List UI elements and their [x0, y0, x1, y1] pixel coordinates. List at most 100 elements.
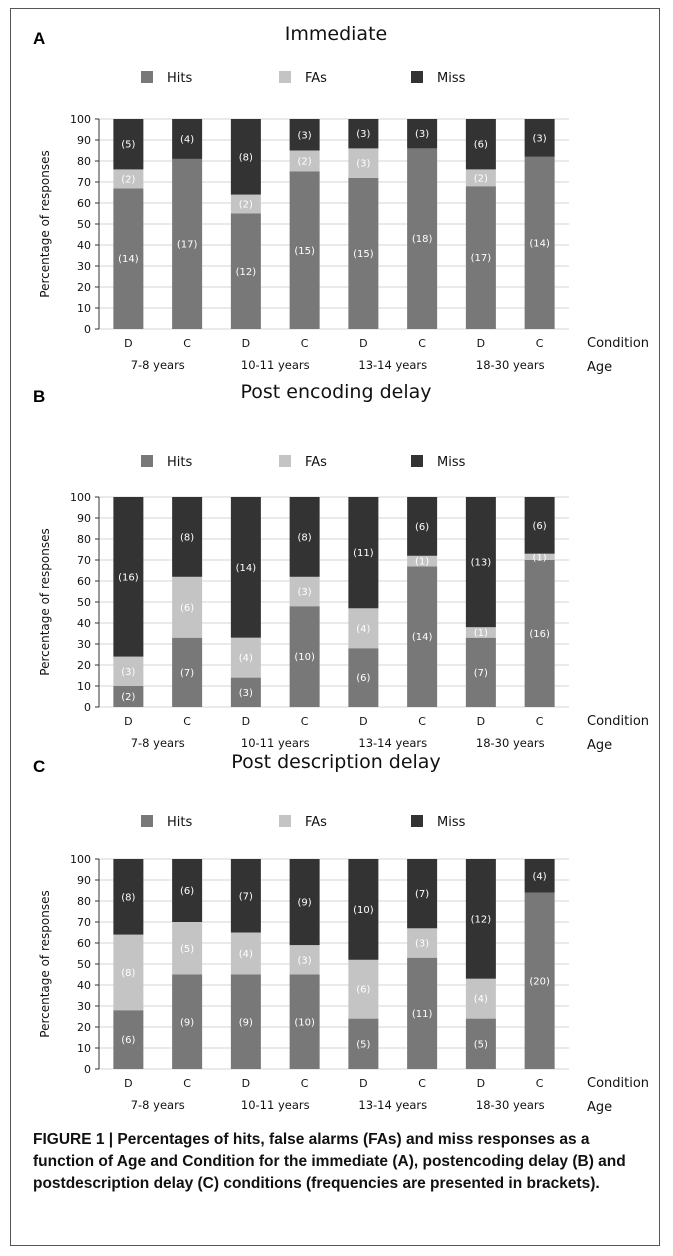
age-group-label: 13-14 years	[358, 736, 427, 750]
y-tick-label: 70	[77, 176, 91, 189]
data-label: (6)	[415, 522, 429, 533]
data-label: (3)	[415, 939, 429, 950]
x-tick-label: C	[183, 1077, 191, 1090]
data-label: (14)	[236, 563, 257, 574]
data-label: (8)	[239, 152, 253, 163]
x-tick-label: C	[418, 715, 426, 728]
x-tick-label: C	[301, 1077, 309, 1090]
data-label: (4)	[474, 994, 488, 1005]
y-tick-label: 90	[77, 874, 91, 887]
figure-frame: A Immediate Hits FAs Miss 0 10 20 30 40 50 60 70 80…	[10, 8, 660, 1246]
x-tick-label: C	[183, 337, 191, 350]
bar-fas	[113, 169, 144, 189]
data-label: (3)	[533, 133, 547, 144]
legend-label-miss: Miss	[437, 815, 466, 830]
x-tick-label: C	[418, 1077, 426, 1090]
data-label: (7)	[415, 889, 429, 900]
x-axis-label-age: Age	[587, 1100, 612, 1115]
data-label: (10)	[294, 1017, 315, 1028]
bar-fas	[172, 922, 203, 975]
y-tick-label: 0	[84, 701, 91, 714]
y-tick-label: 70	[77, 916, 91, 929]
data-label: (8)	[298, 532, 312, 543]
data-label: (3)	[239, 688, 253, 699]
bar-miss	[348, 859, 379, 960]
bar-fas	[407, 555, 438, 567]
bar-fas	[465, 169, 496, 187]
x-tick-label: D	[242, 337, 250, 350]
bar-miss	[348, 497, 379, 609]
legend-swatch-fas	[279, 815, 291, 827]
data-label: (6)	[474, 140, 488, 151]
panel-a: A Immediate Hits FAs Miss 0 10 20 30 40 50 60 70 80…	[11, 9, 661, 379]
y-tick-label: 50	[77, 218, 91, 231]
legend-label-hits: Hits	[167, 455, 192, 470]
y-tick-label: 80	[77, 895, 91, 908]
bar-hits	[113, 686, 144, 707]
bar-miss	[113, 119, 144, 170]
data-label: (16)	[118, 572, 139, 583]
bar-miss	[113, 497, 144, 657]
data-label: (11)	[412, 1009, 433, 1020]
bar-miss	[465, 497, 496, 628]
data-label: (8)	[121, 892, 135, 903]
data-label: (4)	[180, 134, 194, 145]
y-axis-label: Percentage of responses	[38, 890, 52, 1037]
x-tick-label: D	[359, 1077, 367, 1090]
bar-miss	[465, 859, 496, 979]
x-tick-label: C	[183, 715, 191, 728]
x-tick-label: C	[536, 337, 544, 350]
data-label: (5)	[180, 944, 194, 955]
bar-hits	[524, 560, 555, 707]
y-tick-label: 50	[77, 958, 91, 971]
bar-miss	[230, 119, 261, 195]
x-axis-label-condition: Condition	[587, 1076, 649, 1091]
data-label: (20)	[529, 976, 550, 987]
data-label: (5)	[121, 140, 135, 151]
bar-hits	[113, 188, 144, 329]
bar-hits	[407, 148, 438, 329]
y-tick-label: 60	[77, 575, 91, 588]
bar-hits	[230, 974, 261, 1069]
bar-hits	[407, 957, 438, 1069]
bar-hits	[172, 974, 203, 1069]
age-group-label: 10-11 years	[241, 358, 310, 372]
bar-hits	[524, 892, 555, 1069]
bar-miss	[172, 859, 203, 922]
data-label: (17)	[177, 239, 198, 250]
bar-hits	[230, 213, 261, 329]
data-label: (6)	[121, 1035, 135, 1046]
y-tick-label: 0	[84, 323, 91, 336]
bar-miss	[524, 119, 555, 157]
bar-miss	[524, 859, 555, 893]
bar-fas	[524, 553, 555, 560]
bar-miss	[113, 859, 144, 935]
data-label: (4)	[356, 624, 370, 635]
x-tick-label: D	[242, 1077, 250, 1090]
data-label: (3)	[415, 129, 429, 140]
legend-label-hits: Hits	[167, 71, 192, 86]
data-label: (2)	[121, 692, 135, 703]
bar-fas	[348, 608, 379, 649]
bar-miss	[407, 119, 438, 149]
bar-hits	[172, 637, 203, 707]
data-label: (17)	[471, 253, 492, 264]
age-group-label: 13-14 years	[358, 358, 427, 372]
bar-fas	[230, 637, 261, 678]
x-tick-label: D	[477, 337, 485, 350]
chart-svg: Hits FAs Miss 0 10 20 30 40 50 60 70 80 90 100 Percent…	[38, 455, 649, 753]
bar-hits	[348, 177, 379, 329]
x-tick-label: D	[477, 1077, 485, 1090]
bar-miss	[524, 497, 555, 554]
y-axis-label: Percentage of responses	[38, 150, 52, 297]
y-tick-label: 90	[77, 134, 91, 147]
bar-miss	[289, 859, 320, 946]
data-label: (10)	[353, 905, 374, 916]
data-label: (3)	[298, 130, 312, 141]
x-tick-label: D	[124, 715, 132, 728]
data-label: (1)	[415, 557, 429, 568]
age-group-label: 18-30 years	[476, 1098, 545, 1112]
panel-b: B Post encoding delay Hits FAs Miss 0 10 20 30…	[11, 379, 661, 753]
data-label: (15)	[353, 249, 374, 260]
panel-letter: A	[33, 29, 46, 48]
